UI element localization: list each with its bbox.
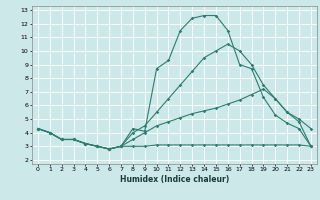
X-axis label: Humidex (Indice chaleur): Humidex (Indice chaleur) [120,175,229,184]
